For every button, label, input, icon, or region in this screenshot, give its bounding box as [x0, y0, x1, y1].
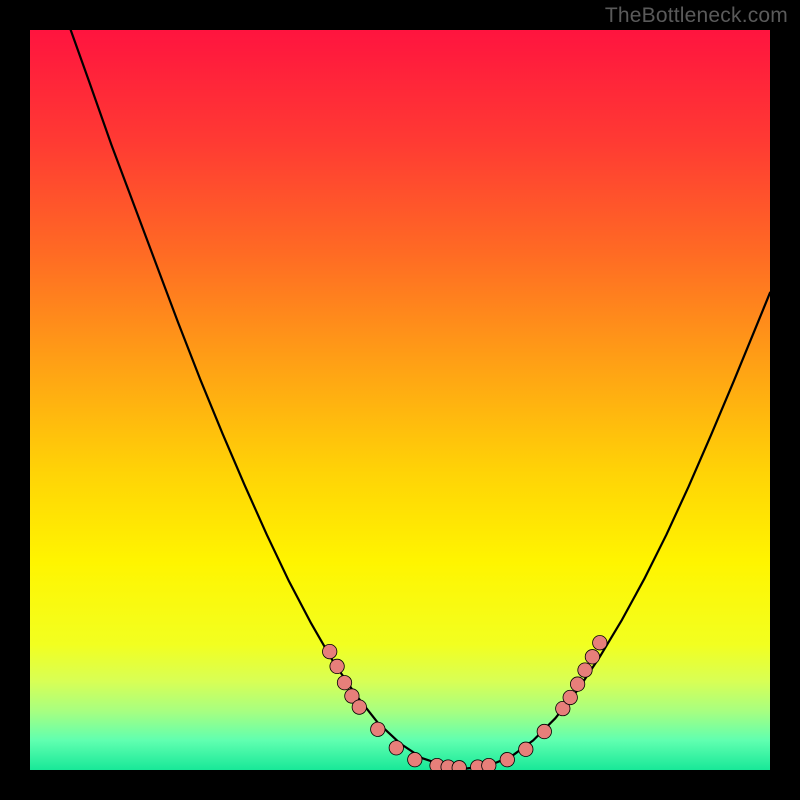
watermark-text: TheBottleneck.com [605, 4, 788, 28]
chart-container: TheBottleneck.com [0, 0, 800, 800]
curve-marker [570, 677, 584, 691]
curve-marker [352, 700, 366, 714]
curve-marker [371, 722, 385, 736]
curve-marker [323, 644, 337, 658]
curve-marker [389, 741, 403, 755]
curve-marker [593, 636, 607, 650]
curve-marker [537, 724, 551, 738]
bottleneck-curve-chart [30, 30, 770, 770]
curve-marker [585, 650, 599, 664]
curve-marker [563, 690, 577, 704]
curve-marker [337, 675, 351, 689]
plot-area [30, 30, 770, 770]
curve-marker [330, 659, 344, 673]
curve-marker [500, 752, 514, 766]
curve-marker [408, 752, 422, 766]
curve-marker [519, 742, 533, 756]
gradient-background [30, 30, 770, 770]
curve-marker [482, 758, 496, 770]
curve-marker [578, 663, 592, 677]
